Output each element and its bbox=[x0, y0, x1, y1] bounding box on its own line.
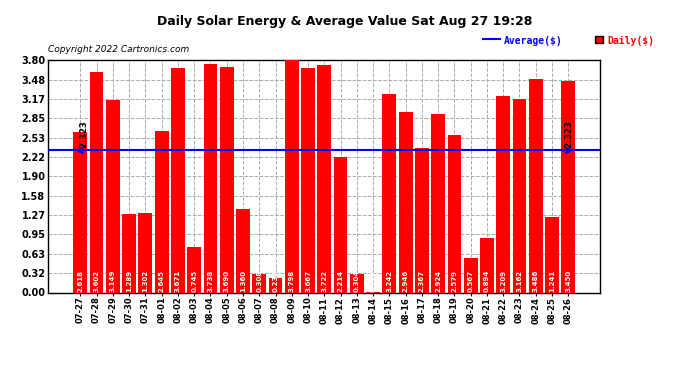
Bar bbox=[73, 132, 87, 292]
Text: 3.242: 3.242 bbox=[386, 270, 393, 292]
Bar bbox=[122, 214, 136, 292]
Text: 0.308: 0.308 bbox=[256, 270, 262, 292]
Text: Copyright 2022 Cartronics.com: Copyright 2022 Cartronics.com bbox=[48, 45, 190, 54]
Bar bbox=[415, 148, 428, 292]
Text: 0.235: 0.235 bbox=[273, 270, 279, 292]
Text: 3.486: 3.486 bbox=[533, 270, 539, 292]
Bar bbox=[253, 274, 266, 292]
Text: Daily Solar Energy & Average Value Sat Aug 27 19:28: Daily Solar Energy & Average Value Sat A… bbox=[157, 15, 533, 28]
Text: 3.602: 3.602 bbox=[94, 270, 99, 292]
Bar bbox=[317, 65, 331, 292]
Text: 1.241: 1.241 bbox=[549, 270, 555, 292]
Text: 3.722: 3.722 bbox=[322, 270, 327, 292]
Text: Average($): Average($) bbox=[504, 36, 562, 46]
Bar bbox=[236, 209, 250, 292]
Bar bbox=[187, 247, 201, 292]
Text: 1.302: 1.302 bbox=[142, 270, 148, 292]
Bar bbox=[562, 81, 575, 292]
Text: 3.690: 3.690 bbox=[224, 270, 230, 292]
Text: 2.367: 2.367 bbox=[419, 270, 425, 292]
Bar bbox=[301, 68, 315, 292]
Text: 1.360: 1.360 bbox=[240, 270, 246, 292]
Text: 2.924: 2.924 bbox=[435, 270, 441, 292]
Text: 3.149: 3.149 bbox=[110, 270, 116, 292]
Bar bbox=[171, 68, 185, 292]
Text: 3.738: 3.738 bbox=[208, 270, 213, 292]
Text: 2.618: 2.618 bbox=[77, 270, 83, 292]
Bar bbox=[204, 64, 217, 292]
Bar bbox=[431, 114, 445, 292]
Bar bbox=[382, 94, 396, 292]
Bar bbox=[496, 96, 510, 292]
Text: 3.798: 3.798 bbox=[289, 270, 295, 292]
Bar bbox=[350, 274, 364, 292]
Bar bbox=[545, 217, 559, 292]
Text: 2.946: 2.946 bbox=[403, 270, 408, 292]
Text: 0.745: 0.745 bbox=[191, 270, 197, 292]
Text: 2.579: 2.579 bbox=[451, 270, 457, 292]
Text: 3.671: 3.671 bbox=[175, 270, 181, 292]
Bar bbox=[155, 130, 168, 292]
Bar bbox=[106, 100, 120, 292]
Bar bbox=[399, 112, 413, 292]
Text: 3.209: 3.209 bbox=[500, 270, 506, 292]
Text: 0.894: 0.894 bbox=[484, 270, 490, 292]
Text: 2.214: 2.214 bbox=[337, 270, 344, 292]
Bar bbox=[480, 238, 494, 292]
Text: ·2.323: ·2.323 bbox=[79, 121, 88, 150]
Text: 2.645: 2.645 bbox=[159, 270, 165, 292]
Text: 0.567: 0.567 bbox=[468, 270, 474, 292]
Text: 1.289: 1.289 bbox=[126, 270, 132, 292]
Bar bbox=[448, 135, 462, 292]
Bar bbox=[268, 278, 282, 292]
Text: Daily($): Daily($) bbox=[607, 36, 654, 46]
Text: 3.162: 3.162 bbox=[517, 270, 522, 292]
Text: 3.667: 3.667 bbox=[305, 270, 311, 292]
Text: 3.450: 3.450 bbox=[565, 270, 571, 292]
Bar bbox=[285, 60, 299, 292]
Text: 0.009: 0.009 bbox=[370, 270, 376, 292]
Bar bbox=[334, 157, 348, 292]
Bar bbox=[90, 72, 104, 292]
Text: 0.304: 0.304 bbox=[354, 270, 359, 292]
Bar bbox=[513, 99, 526, 292]
Text: ·2.323: ·2.323 bbox=[564, 121, 573, 150]
Bar bbox=[529, 79, 542, 292]
Bar bbox=[139, 213, 152, 292]
Bar bbox=[464, 258, 477, 292]
Bar bbox=[220, 67, 234, 292]
